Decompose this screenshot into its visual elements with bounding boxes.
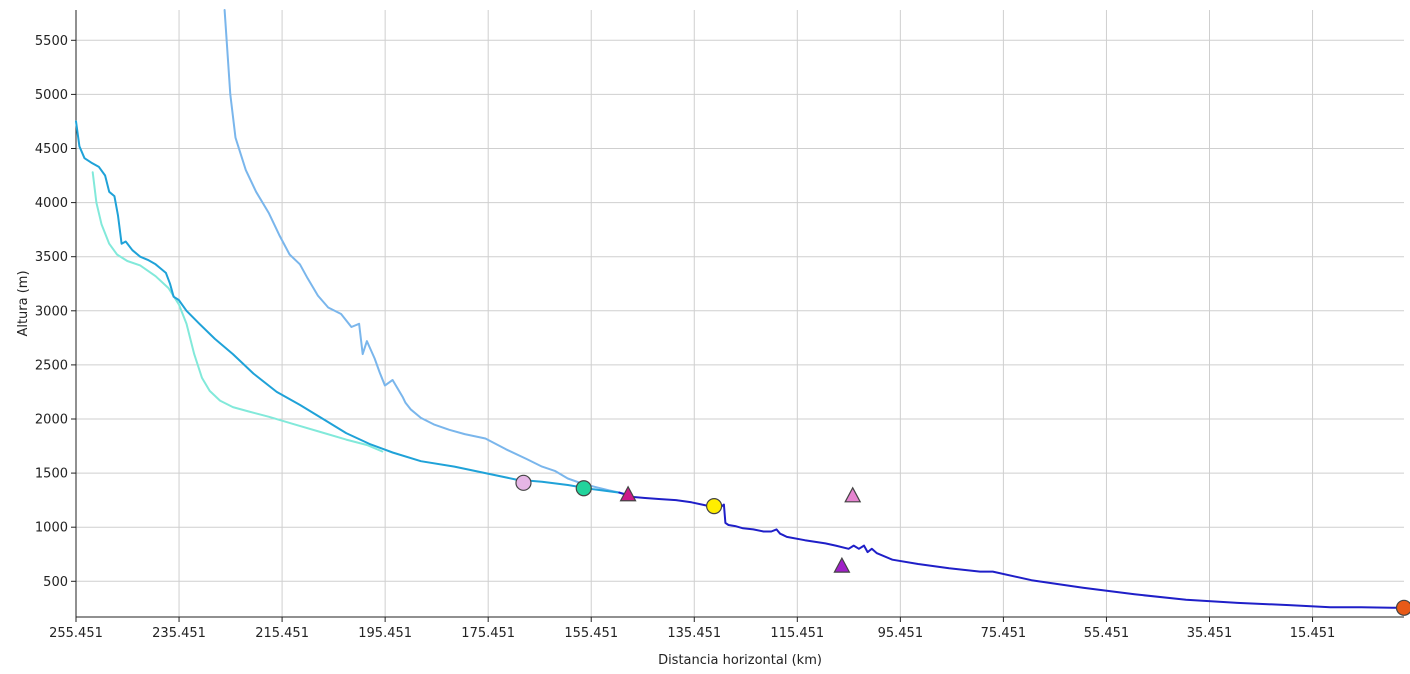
triangle-marker bbox=[833, 556, 851, 573]
series-layer bbox=[75, 9, 1405, 609]
circle-marker bbox=[1395, 599, 1410, 616]
circle-marker bbox=[706, 497, 723, 515]
y-tick-label: 2500 bbox=[35, 358, 68, 373]
y-tick-label: 4500 bbox=[35, 142, 68, 157]
y-axis-title: Altura (m) bbox=[16, 270, 31, 336]
y-tick-label: 3000 bbox=[35, 304, 68, 319]
circle-marker bbox=[515, 474, 532, 491]
series-line-2 bbox=[223, 9, 626, 495]
triangle-marker bbox=[844, 486, 862, 503]
x-tick-label: 55.451 bbox=[1084, 626, 1130, 641]
y-tick-label: 3500 bbox=[35, 250, 68, 265]
series-line-1 bbox=[91, 171, 384, 453]
x-tick-label: 15.451 bbox=[1290, 626, 1336, 641]
marker-layer bbox=[515, 474, 1410, 616]
x-tick-label: 135.451 bbox=[667, 626, 721, 641]
x-tick-label: 235.451 bbox=[152, 626, 206, 641]
horizontal-gridlines bbox=[76, 39, 1404, 582]
x-axis-title: Distancia horizontal (km) bbox=[658, 653, 822, 668]
x-tick-label: 255.451 bbox=[49, 626, 103, 641]
y-tick-label: 2000 bbox=[35, 412, 68, 427]
y-tick-label: 1000 bbox=[35, 521, 68, 536]
x-tick-label: 75.451 bbox=[981, 626, 1027, 641]
x-tick-label: 215.451 bbox=[255, 626, 309, 641]
y-tick-label: 1500 bbox=[35, 467, 68, 482]
x-axis-ticks: 255.451 235.451 215.451 195.451 175.451 155.4… bbox=[49, 617, 1335, 641]
x-tick-label: 175.451 bbox=[461, 626, 515, 641]
series-line-4 bbox=[618, 491, 1405, 609]
x-tick-label: 115.451 bbox=[770, 626, 824, 641]
y-axis-ticks: 500 1000 1500 2000 2500 3000 3500 4000 4500 5000 5… bbox=[35, 34, 76, 590]
x-tick-label: 155.451 bbox=[564, 626, 618, 641]
x-tick-label: 95.451 bbox=[878, 626, 924, 641]
y-tick-label: 5000 bbox=[35, 88, 68, 103]
x-tick-label: 195.451 bbox=[358, 626, 412, 641]
y-tick-label: 4000 bbox=[35, 196, 68, 211]
y-tick-label: 500 bbox=[43, 575, 68, 590]
y-tick-label: 5500 bbox=[35, 34, 68, 49]
x-tick-label: 35.451 bbox=[1187, 626, 1233, 641]
vertical-gridlines bbox=[75, 10, 1314, 617]
triangle-marker bbox=[619, 485, 637, 502]
series-line-3 bbox=[75, 120, 621, 494]
circle-marker bbox=[575, 480, 592, 497]
